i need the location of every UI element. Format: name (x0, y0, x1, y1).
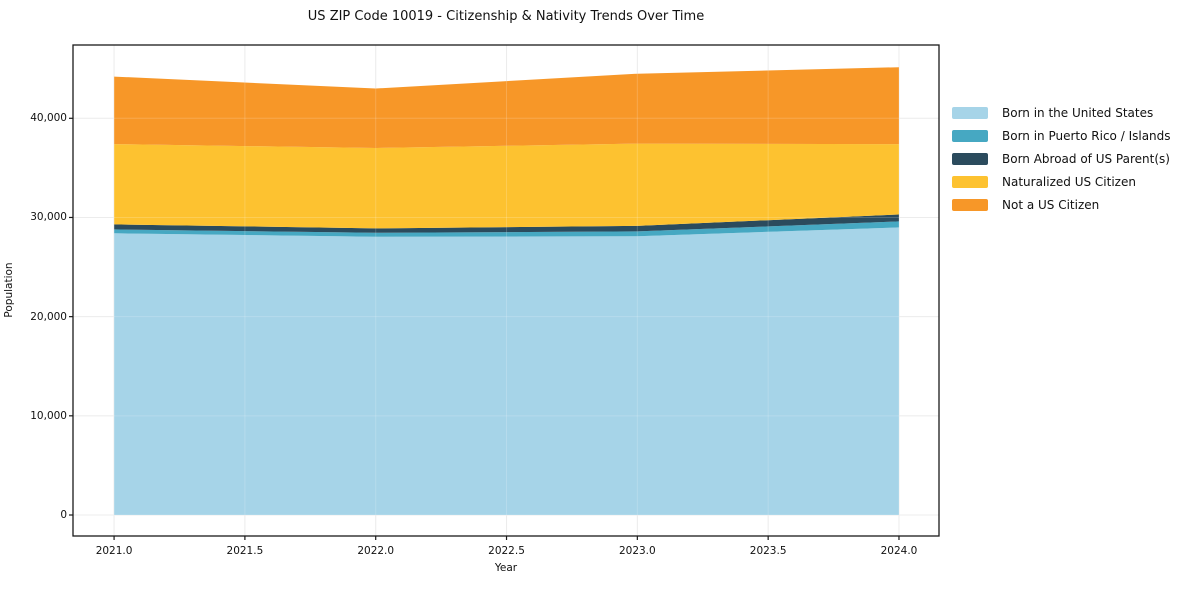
legend-label: Naturalized US Citizen (1002, 174, 1136, 189)
chart-title: US ZIP Code 10019 - Citizenship & Nativi… (307, 9, 705, 24)
legend-swatch-not-citizen (952, 198, 988, 211)
x-axis-label: Year (494, 562, 518, 574)
x-tick-label: 2023.5 (749, 545, 787, 557)
legend-item: Born in the United States (952, 105, 1171, 120)
x-tick-label: 2023.0 (618, 545, 656, 557)
y-tick-label: 20,000 (30, 310, 67, 323)
x-tick-label: 2022.5 (488, 545, 525, 557)
legend-item: Born in Puerto Rico / Islands (952, 128, 1171, 143)
y-tick-label: 30,000 (30, 211, 67, 224)
legend-item: Naturalized US Citizen (952, 174, 1171, 189)
legend-item: Born Abroad of US Parent(s) (952, 151, 1171, 166)
legend-swatch-naturalized (952, 175, 988, 188)
legend-label: Born in the United States (1002, 105, 1154, 120)
legend: Born in the United States Born in Puerto… (952, 105, 1171, 212)
legend-label: Not a US Citizen (1002, 197, 1100, 212)
legend-swatch-born-in-us (952, 106, 988, 119)
x-tick-label: 2021.5 (226, 545, 264, 557)
x-tick-label: 2021.0 (95, 545, 133, 557)
legend-swatch-born-abroad (952, 152, 988, 165)
legend-label: Born in Puerto Rico / Islands (1002, 128, 1171, 143)
x-tick-label: 2024.0 (880, 545, 918, 557)
y-tick-label: 10,000 (30, 409, 67, 422)
legend-item: Not a US Citizen (952, 197, 1171, 212)
y-tick-label: 40,000 (30, 112, 67, 125)
legend-swatch-puerto-rico (952, 129, 988, 142)
legend-label: Born Abroad of US Parent(s) (1002, 151, 1170, 166)
x-tick-label: 2022.0 (357, 545, 395, 557)
y-axis-label: Population (3, 262, 15, 318)
y-tick-label: 0 (60, 509, 67, 521)
